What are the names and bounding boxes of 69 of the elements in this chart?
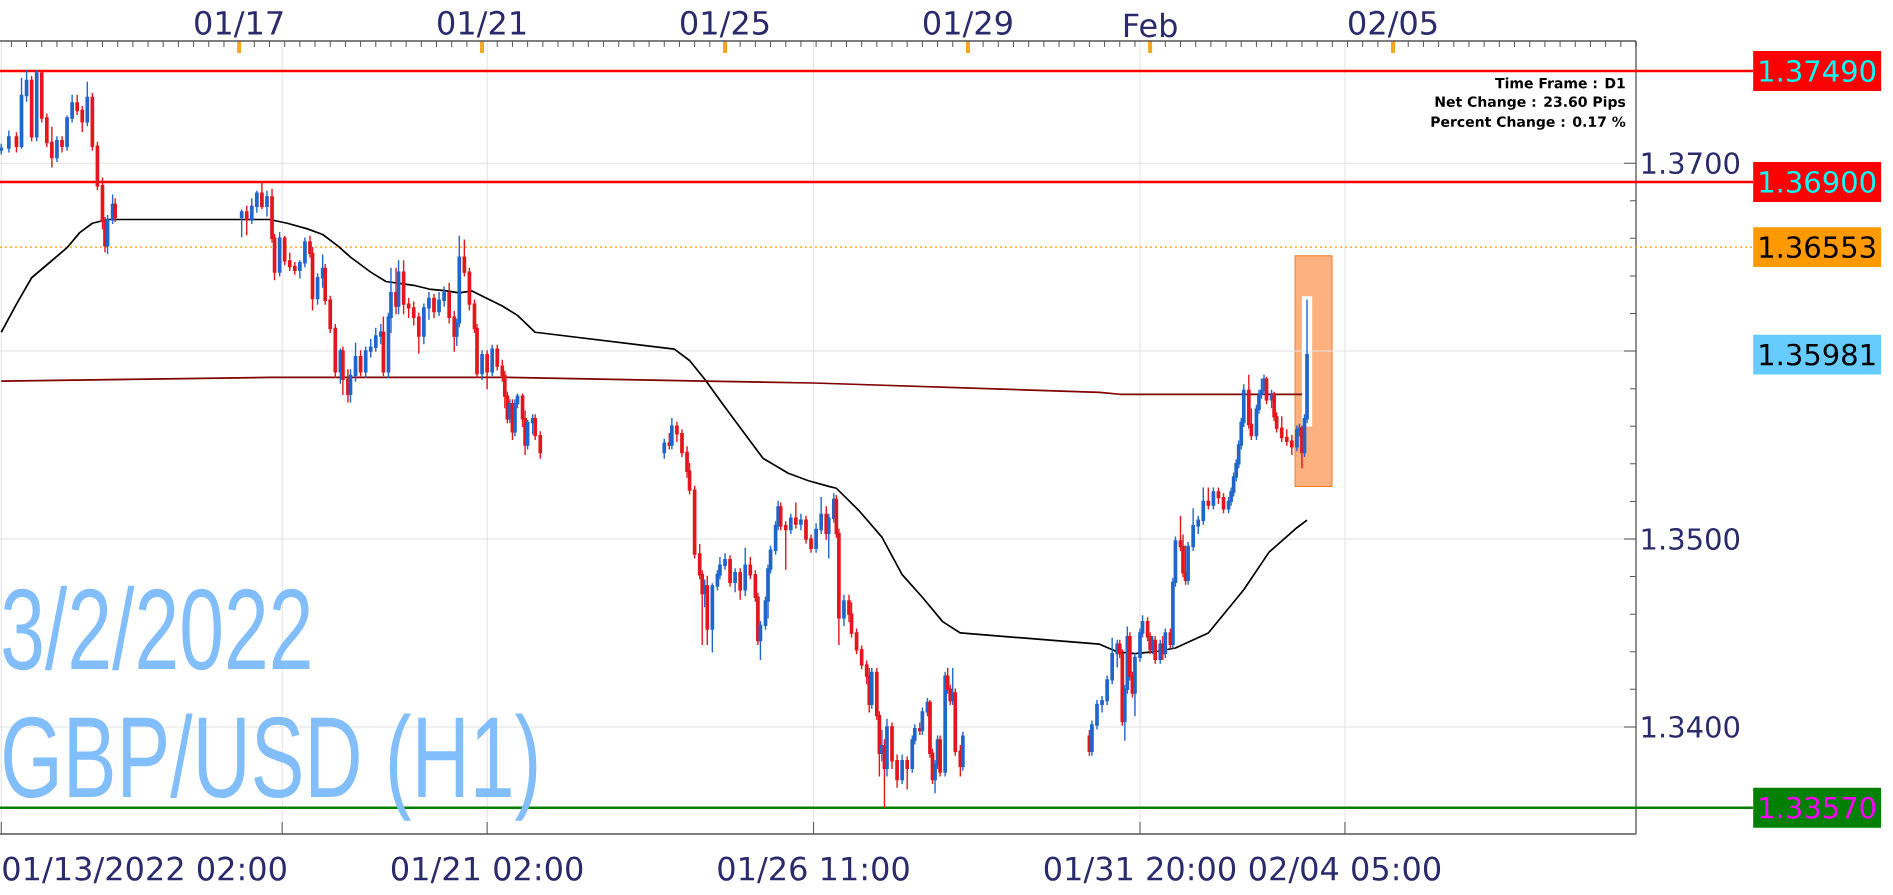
- candlestick: [394, 267, 398, 315]
- candlestick: [85, 81, 90, 127]
- candlestick: [733, 568, 737, 593]
- x2-tick-label: 01/21: [438, 10, 526, 38]
- candlestick: [34, 70, 39, 142]
- text: 3/2/2022: [3, 585, 310, 671]
- candlestick: [7, 130, 11, 153]
- ref-line-label: 1.36553: [1760, 236, 1875, 259]
- candlestick: [662, 438, 667, 459]
- candlestick: [432, 293, 436, 318]
- x2-tick-label: 02/05: [1349, 10, 1437, 38]
- x2-tick-label: 01/25: [680, 10, 769, 38]
- candlestick: [55, 136, 59, 162]
- candlestick: [748, 557, 753, 580]
- x-tick-label: 02/04 05:00: [1249, 856, 1441, 884]
- candlestick: [728, 555, 732, 587]
- candlestick: [842, 594, 846, 627]
- candlestick: [943, 671, 947, 777]
- x-tick-label: 01/21 02:00: [391, 856, 583, 884]
- candlestick: [799, 513, 803, 531]
- candlestick: [869, 667, 874, 709]
- candlestick: [60, 136, 64, 153]
- candlestick: [1295, 425, 1299, 452]
- candlestick: [239, 209, 244, 238]
- candlestick: [0, 143, 4, 155]
- candlestick: [1300, 425, 1304, 469]
- candlestick: [113, 198, 117, 223]
- candlestick: [880, 729, 884, 762]
- text: GBP/USD (H1): [4, 713, 537, 821]
- candlestick: [265, 190, 269, 217]
- x2-tick-label: 01/29: [923, 10, 1012, 38]
- ref-line-label: 1.37490: [1760, 60, 1876, 83]
- candlestick: [667, 433, 672, 450]
- candlestick: [905, 756, 910, 790]
- x2-tick-label: 01/17: [195, 10, 283, 38]
- annotation: Net Change : 23.60 Pips: [1435, 96, 1626, 110]
- y-tick-label: 1.3500: [1642, 528, 1740, 550]
- candlestick: [1153, 635, 1158, 664]
- candlestick: [918, 722, 922, 736]
- ref-line-label: 1.36900: [1760, 170, 1876, 193]
- candlestick: [244, 205, 249, 236]
- x-tick-label: 01/31 20:00: [1044, 856, 1236, 884]
- candlestick: [670, 418, 674, 450]
- x2-tick-label: Feb: [1124, 12, 1177, 38]
- y-tick-label: 1.3400: [1642, 715, 1740, 738]
- candlestick: [953, 688, 958, 756]
- candlestick: [938, 735, 942, 777]
- candlestick: [961, 731, 965, 771]
- candlestick: [480, 350, 484, 380]
- candlestick: [485, 350, 489, 390]
- annotation: Time Frame : D1: [1495, 77, 1625, 89]
- x-tick-label: 01/13/2022 02:00: [3, 856, 286, 884]
- candlestick: [705, 575, 710, 645]
- candlestick: [1163, 628, 1168, 659]
- candlestick: [885, 718, 889, 777]
- candlestick: [1262, 374, 1266, 395]
- candlestick: [1206, 487, 1211, 510]
- annotation: Percent Change : 0.17 %: [1431, 116, 1626, 130]
- candlestick: [260, 183, 264, 209]
- candlestick: [794, 502, 798, 529]
- x-tick-label: 01/26 11:00: [718, 856, 909, 884]
- y-tick-label: 1.3700: [1642, 152, 1740, 175]
- candlestick: [490, 344, 495, 377]
- text: 1.35981: [1760, 343, 1875, 366]
- candlestick: [900, 754, 904, 784]
- ref-line-label: 1.33570: [1760, 796, 1876, 819]
- candlestick: [738, 568, 743, 600]
- candlestick: [743, 547, 748, 597]
- candlestick: [788, 513, 793, 535]
